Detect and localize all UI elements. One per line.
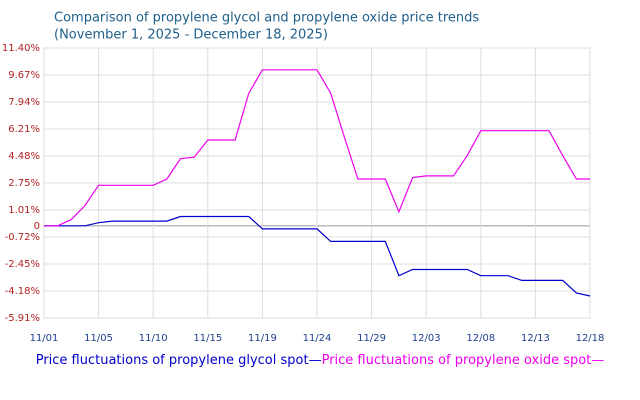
line-series	[44, 69, 590, 227]
x-tick-label: 12/13	[521, 333, 550, 344]
y-tick-label: -4.18%	[5, 286, 40, 297]
y-tick-label: 1.01%	[8, 205, 40, 216]
line-series	[44, 215, 591, 297]
x-tick-label: 11/15	[193, 333, 222, 344]
x-tick-label: 12/03	[412, 333, 441, 344]
legend-entry: Price fluctuations of propylene glycol s…	[36, 353, 322, 368]
chart-title: Comparison of propylene glycol and propy…	[54, 11, 479, 26]
y-tick-label: 6.21%	[8, 124, 40, 135]
x-tick-label: 12/18	[576, 333, 605, 344]
y-tick-label: -0.72%	[5, 232, 40, 243]
x-tick-label: 11/10	[139, 333, 168, 344]
x-tick-label: 11/19	[248, 333, 277, 344]
chart-subtitle: (November 1, 2025 - December 18, 2025)	[54, 28, 328, 43]
y-tick-label: 9.67%	[8, 70, 40, 81]
y-tick-label: 4.48%	[8, 151, 40, 162]
x-tick-label: 11/24	[303, 333, 332, 344]
legend-entry: Price fluctuations of propylene oxide sp…	[322, 353, 605, 368]
x-tick-label: 11/01	[30, 333, 59, 344]
y-tick-label: -2.45%	[5, 259, 40, 270]
y-tick-label: 7.94%	[8, 97, 40, 108]
y-tick-label: -5.91%	[5, 313, 40, 324]
x-tick-label: 11/29	[357, 333, 386, 344]
y-tick-label: 0	[34, 221, 40, 232]
y-tick-label: 2.75%	[8, 178, 40, 189]
x-tick-label: 11/05	[84, 333, 113, 344]
legend: Price fluctuations of propylene glycol s…	[36, 353, 605, 368]
y-tick-label: 11.40%	[2, 43, 40, 54]
x-tick-label: 12/08	[466, 333, 495, 344]
